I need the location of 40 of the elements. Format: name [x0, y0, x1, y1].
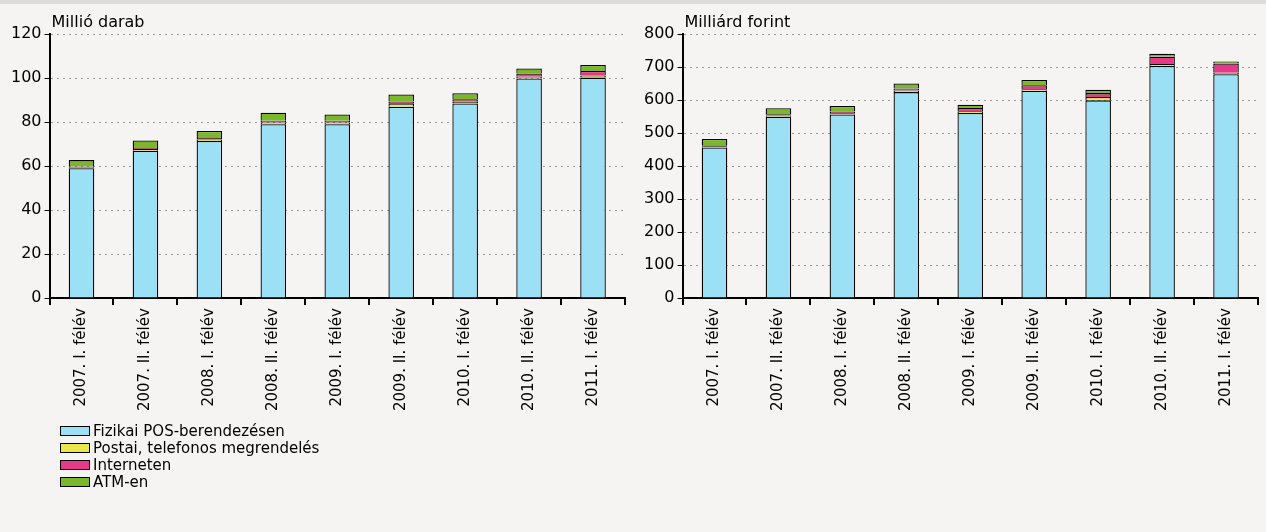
x-tick-label: 2007. II. félév	[768, 308, 787, 412]
x-tick-label: 2007. II. félév	[135, 308, 154, 412]
y-tick-label: 800	[643, 23, 675, 43]
y-tick-label: 700	[643, 56, 675, 76]
x-tick-label: 2008. I. félév	[199, 308, 218, 407]
x-tick-label: 2010. I. félév	[455, 308, 474, 407]
y-tick-label: 80	[21, 111, 42, 131]
x-tick-label: 2011. I. félév	[1215, 308, 1234, 407]
y-tick-label: 100	[10, 67, 42, 87]
y-tick-label: 120	[10, 23, 42, 43]
y-tick-label: 20	[21, 243, 42, 263]
y-axis-title: Milliárd forint	[684, 12, 791, 32]
y-tick-label: 500	[643, 122, 675, 142]
legend-label: ATM-en	[93, 472, 149, 491]
x-tick-label: 2010. II. félév	[518, 308, 537, 412]
y-tick-label: 0	[664, 287, 675, 307]
y-tick-label: 300	[643, 188, 675, 208]
x-tick-label: 2007. I. félév	[71, 308, 90, 407]
y-tick-label: 60	[21, 155, 42, 175]
x-tick-label: 2009. II. félév	[391, 308, 410, 412]
legend-label: Interneten	[93, 455, 172, 474]
x-tick-label: 2010. II. félév	[1151, 308, 1170, 412]
x-tick-label: 2007. I. félév	[704, 308, 723, 407]
x-tick-label: 2009. I. félév	[327, 308, 346, 407]
y-tick-label: 40	[21, 199, 42, 219]
y-tick-label: 200	[643, 221, 675, 241]
x-tick-label: 2009. I. félév	[960, 308, 979, 407]
y-tick-label: 100	[643, 254, 675, 274]
x-tick-label: 2010. I. félév	[1088, 308, 1107, 407]
x-tick-label: 2009. II. félév	[1024, 308, 1043, 412]
y-axis-title: Millió darab	[51, 12, 145, 32]
x-tick-label: 2008. I. félév	[832, 308, 851, 407]
y-tick-label: 0	[31, 287, 42, 307]
x-tick-label: 2011. I. félév	[582, 308, 601, 407]
legend-label: Postai, telefonos megrendelés	[93, 438, 320, 457]
legend-label: Fizikai POS-berendezésen	[93, 421, 285, 440]
y-tick-label: 600	[643, 89, 675, 109]
x-tick-label: 2008. II. félév	[263, 308, 282, 412]
x-tick-label: 2008. II. félév	[896, 308, 915, 412]
y-tick-label: 400	[643, 155, 675, 175]
